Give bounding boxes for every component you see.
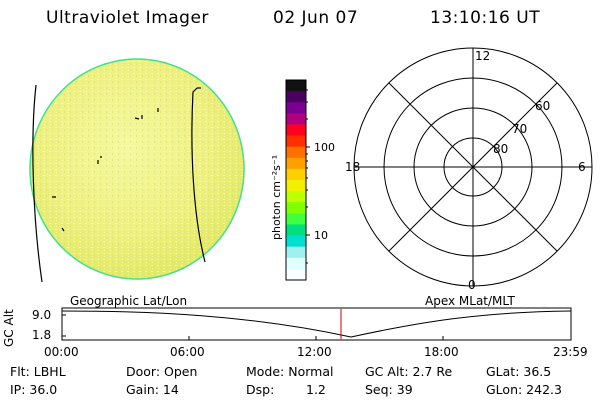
colorbar-band <box>286 157 306 170</box>
colorbar-band <box>286 102 306 114</box>
glon-status: GLon: 242.3 <box>486 382 562 397</box>
lat-label-80: 80 <box>493 142 508 156</box>
colorbar-band <box>286 168 306 181</box>
colorbar-band <box>286 80 306 92</box>
timeline-right-title: Apex MLat/MLT <box>425 294 515 308</box>
image-date: 02 Jun 07 <box>273 8 359 28</box>
timeline-panel <box>61 307 572 341</box>
lat-label-60: 60 <box>535 99 550 113</box>
app-title: Ultraviolet Imager <box>46 8 209 28</box>
gain-status: Gain: 14 <box>126 382 179 397</box>
timeline-left-title: Geographic Lat/Lon <box>70 294 188 308</box>
filter-status: Flt: LBHL <box>10 364 66 379</box>
colorbar-tick-100: 100 <box>314 141 335 154</box>
ip-status: IP: 36.0 <box>10 382 58 397</box>
colorbar-band <box>286 246 306 259</box>
mode-status: Mode: Normal <box>246 364 334 379</box>
colorbar-band <box>286 113 306 125</box>
colorbar <box>285 79 307 281</box>
polar-labels: 12 18 6 0 80 70 60 <box>345 49 586 292</box>
timeline-y-tick-low: 1.8 <box>32 328 52 342</box>
gc-alt-status: GC Alt: 2.7 Re <box>365 364 453 379</box>
colorbar-band <box>286 180 306 192</box>
mlt-label-18: 18 <box>345 160 360 174</box>
mlt-label-6: 6 <box>578 160 586 174</box>
polar-plot <box>353 47 593 287</box>
dsp-value: 1.2 <box>306 382 326 397</box>
colorbar-band <box>286 91 306 103</box>
colorbar-unit-label: photon cm⁻²s⁻¹ <box>270 155 283 240</box>
colorbar-band <box>286 191 306 203</box>
glat-status: GLat: 36.5 <box>486 364 552 379</box>
colorbar-frame <box>285 79 307 281</box>
colorbar-band <box>286 135 306 148</box>
colorbar-band <box>286 202 306 214</box>
image-time: 13:10:16 UT <box>430 8 541 28</box>
lat-label-70: 70 <box>512 122 527 136</box>
timeline-x-tick-0600: 06:00 <box>170 345 205 359</box>
colorbar-band <box>286 268 306 281</box>
seq-status: Seq: 39 <box>365 382 413 397</box>
coastline-fragments <box>52 108 159 232</box>
timeline-y-label: GC Alt <box>2 309 16 347</box>
colorbar-band <box>286 257 306 270</box>
door-status: Door: Open <box>126 364 198 379</box>
timeline-y-tick-high: 9.0 <box>32 308 52 322</box>
colorbar-band <box>286 213 306 225</box>
timeline-x-tick-0000: 00:00 <box>44 345 79 359</box>
colorbar-band <box>286 146 306 159</box>
colorbar-tick-10: 10 <box>314 229 328 242</box>
colorbar-band <box>286 124 306 137</box>
timeline-x-tick-1200: 12:00 <box>297 345 332 359</box>
dsp-label: Dsp: <box>246 382 275 397</box>
mlt-label-12: 12 <box>475 49 490 63</box>
terminator-left-line <box>32 84 43 283</box>
colorbar-band <box>286 235 306 248</box>
uv-earth-image <box>29 58 245 283</box>
mlt-label-0: 0 <box>468 278 476 292</box>
altitude-curve <box>61 310 572 338</box>
timeline-x-tick-2359: 23:59 <box>553 345 588 359</box>
colorbar-ticks <box>306 89 310 264</box>
timeline-x-tick-1800: 18:00 <box>424 345 459 359</box>
terminator-right-line <box>191 87 206 263</box>
colorbar-band <box>286 224 306 237</box>
